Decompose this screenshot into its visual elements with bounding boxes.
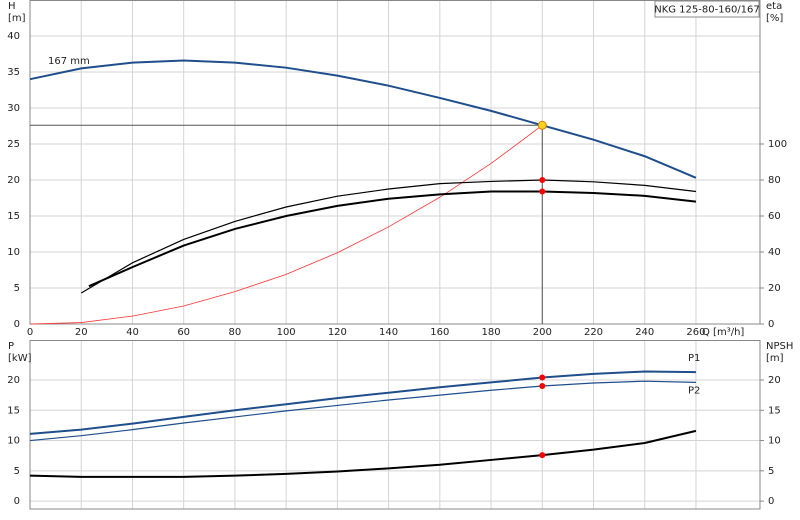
x-tick-label: 40 (126, 327, 139, 338)
y2-tick-label: 80 (768, 175, 781, 186)
x-tick-label: 60 (177, 327, 190, 338)
y-tick-label: 20 (7, 175, 20, 186)
x-tick-label: 240 (635, 327, 654, 338)
x-tick-label: 120 (328, 327, 347, 338)
operating-point (539, 177, 546, 183)
y-tick-label: 20 (7, 375, 20, 386)
x-tick-label: 160 (430, 327, 449, 338)
operating-point (539, 452, 546, 459)
y2-tick-label: 60 (768, 211, 781, 222)
series-line (88, 190, 697, 288)
y2-axis-unit: [m] (766, 353, 784, 364)
y-tick-label: 10 (7, 247, 20, 258)
operating-point (539, 374, 546, 381)
y2-tick-label: 15 (768, 405, 781, 416)
x-tick-label: 220 (584, 327, 603, 338)
operating-point (539, 383, 546, 390)
y-tick-label: 15 (7, 211, 20, 222)
y2-tick-label: 20 (768, 375, 781, 386)
y2-tick-label: 100 (768, 139, 787, 150)
title-box (654, 0, 760, 18)
y-tick-label: 10 (7, 436, 20, 447)
y-tick-label: 0 (14, 319, 20, 330)
series-label: 167 mm (48, 56, 90, 67)
series-line (29, 124, 543, 325)
x-tick-label: 260 (686, 327, 705, 338)
x-axis-label: Q [m³/h] (702, 327, 744, 338)
y-tick-label: 5 (14, 283, 20, 294)
y-axis-label: H (8, 1, 16, 12)
x-tick-label: 20 (75, 327, 88, 338)
y2-tick-label: 0 (768, 496, 774, 507)
y-axis-unit: [kW] (8, 353, 32, 364)
x-tick-label: 140 (379, 327, 398, 338)
y-tick-label: 35 (7, 67, 20, 78)
series-line (80, 179, 697, 294)
operating-point (539, 188, 546, 195)
series-line (29, 380, 696, 442)
y-tick-label: 40 (7, 31, 20, 42)
plot-frame (29, 340, 761, 510)
x-tick-label: 100 (277, 327, 296, 338)
y2-tick-label: 20 (768, 283, 781, 294)
y-axis-unit: [m] (8, 13, 26, 24)
y-tick-label: 30 (7, 103, 20, 114)
y2-axis-label: eta (766, 1, 782, 12)
y-axis-label: P (8, 341, 14, 352)
y2-tick-label: 10 (768, 436, 781, 447)
plot-frame (29, 0, 761, 325)
y-tick-label: 25 (7, 139, 20, 150)
series-label: P2 (688, 385, 700, 396)
x-tick-label: 80 (229, 327, 242, 338)
x-tick-label: 180 (482, 327, 501, 338)
y2-tick-label: 40 (768, 247, 781, 258)
y2-tick-label: 5 (768, 466, 774, 477)
series-line (29, 59, 697, 179)
series-label: P1 (688, 353, 700, 364)
series-line (29, 429, 697, 478)
y2-axis-label: NPSH (766, 341, 793, 352)
x-tick-label: 200 (533, 327, 552, 338)
x-tick-label: 0 (27, 327, 33, 338)
y-tick-label: 15 (7, 405, 20, 416)
y2-tick-label: 0 (768, 319, 774, 330)
y-tick-label: 0 (14, 496, 20, 507)
y-tick-label: 5 (14, 466, 20, 477)
chart-title: NKG 125-80-160/167 (654, 5, 760, 16)
y2-axis-unit: [%] (766, 13, 783, 24)
operating-point (537, 120, 547, 130)
series-line (29, 370, 696, 435)
